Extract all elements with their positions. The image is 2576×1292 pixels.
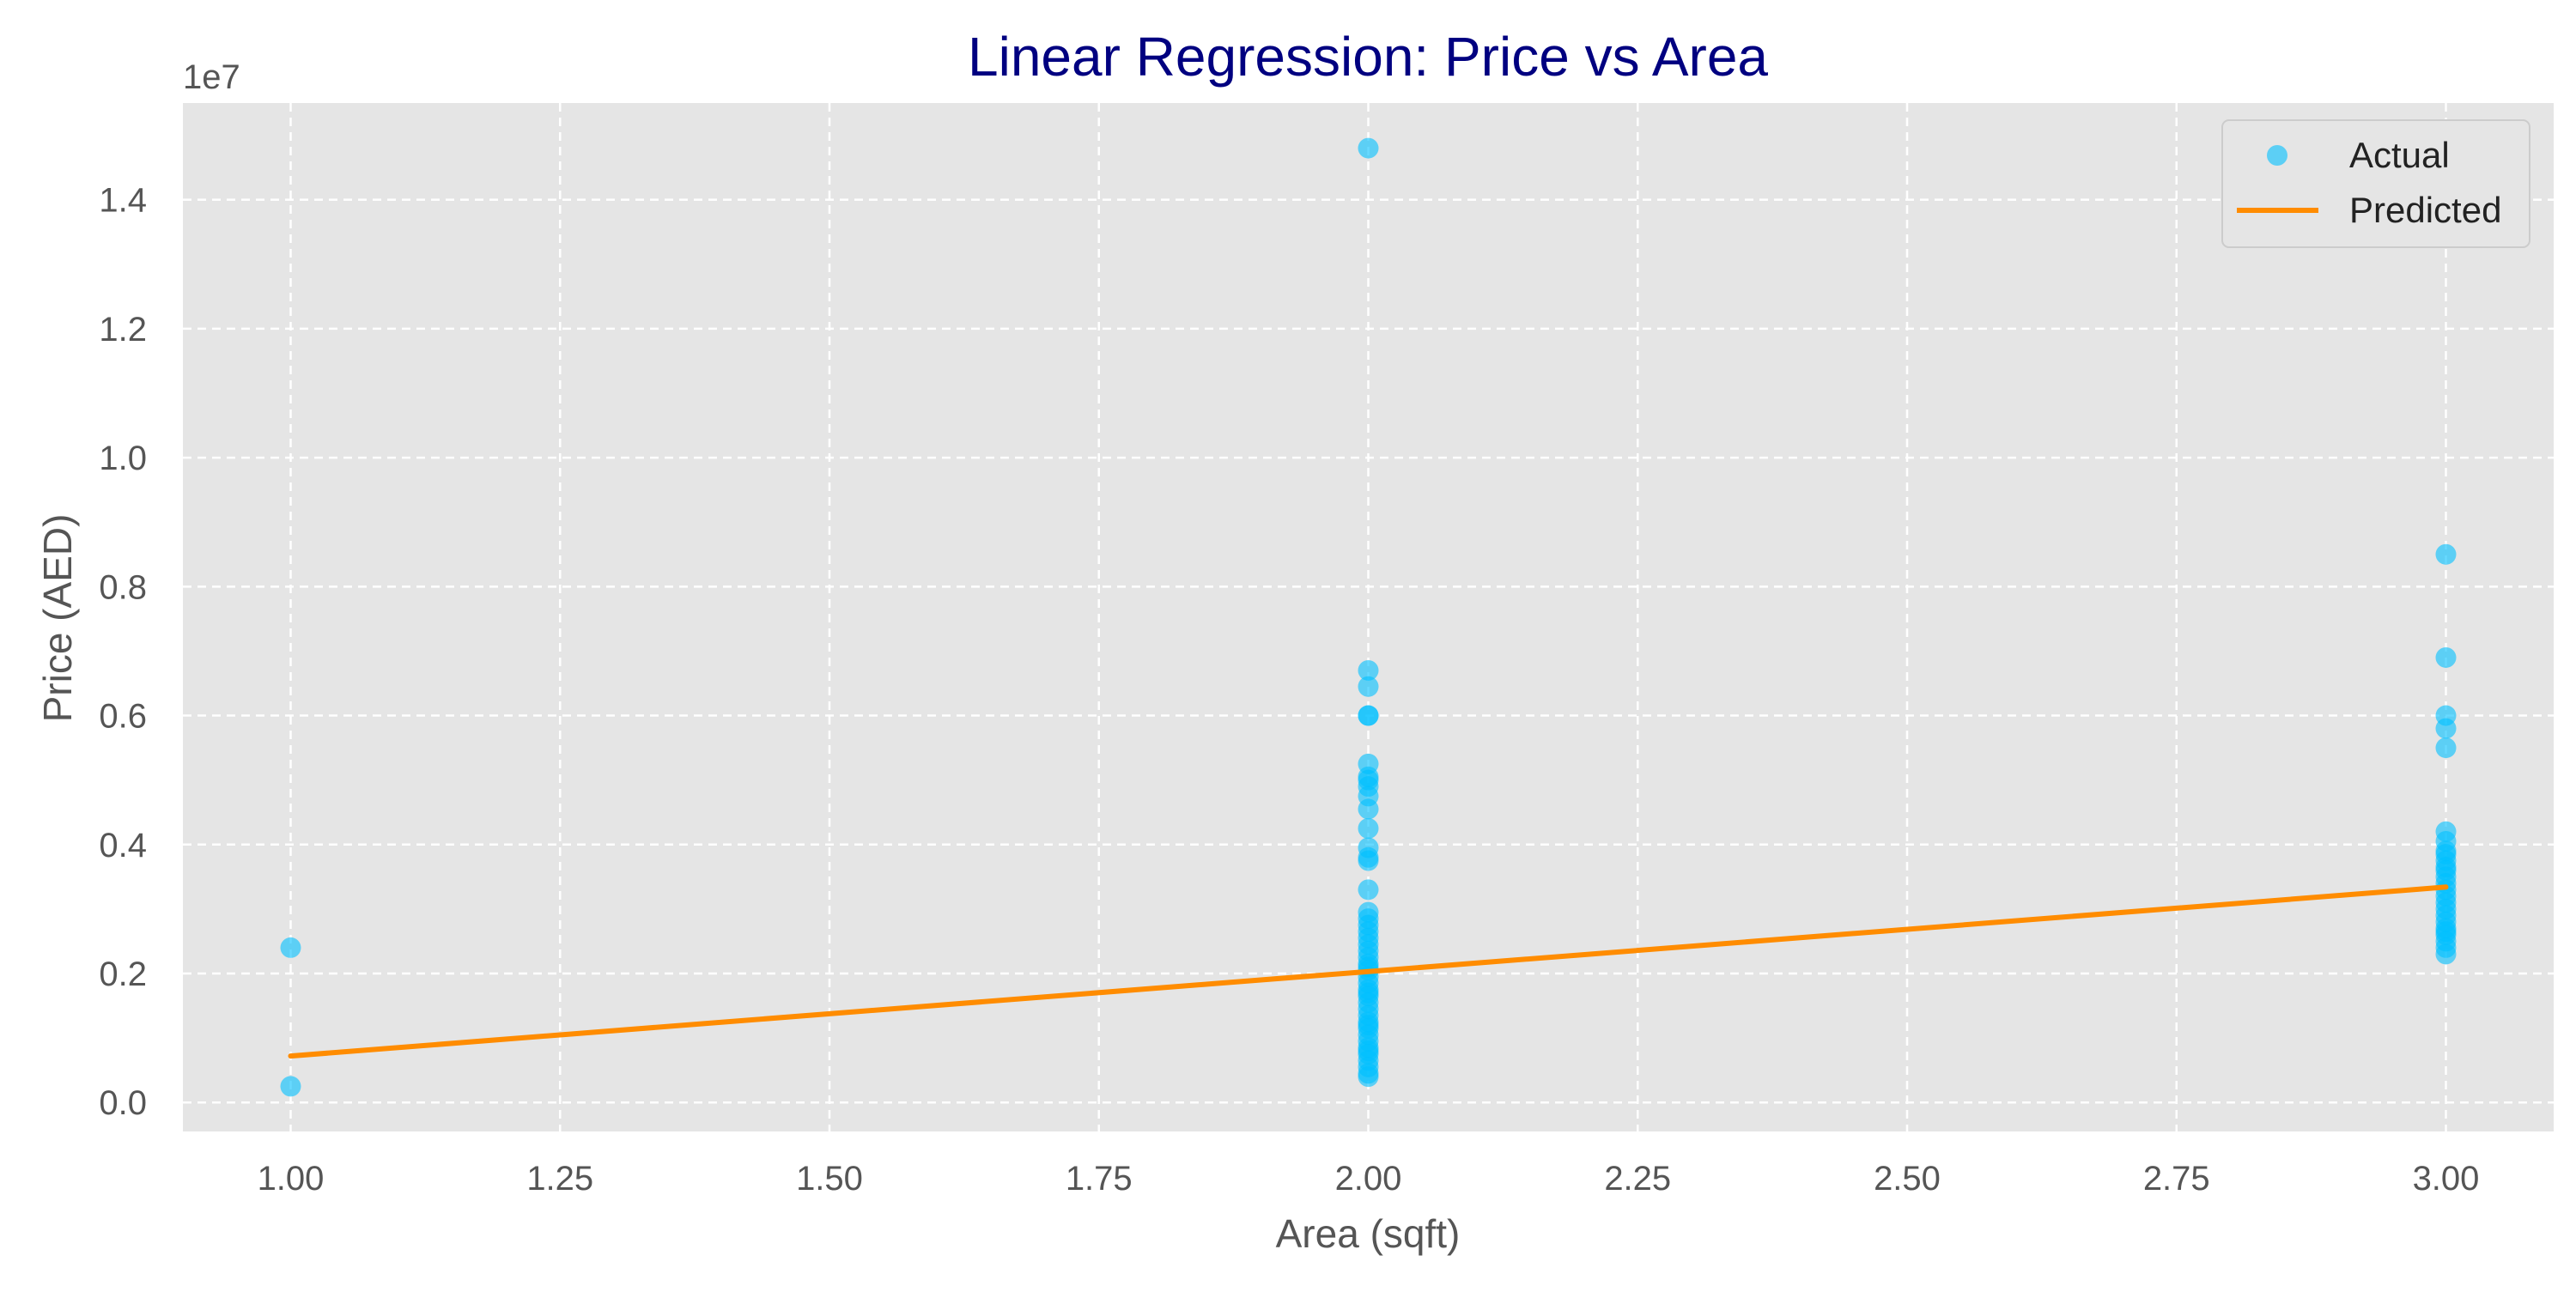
data-point xyxy=(2435,844,2457,865)
y-tick-label: 1.2 xyxy=(99,311,147,349)
x-tick-label: 2.00 xyxy=(1335,1160,1402,1198)
scatter-points xyxy=(280,137,2457,1097)
data-point xyxy=(2435,921,2457,943)
data-point xyxy=(1358,798,1379,820)
y-axis-offset-label: 1e7 xyxy=(183,58,240,96)
x-tick-label: 1.75 xyxy=(1066,1160,1133,1198)
y-tick-label: 0.4 xyxy=(99,827,147,864)
legend-predicted-label: Predicted xyxy=(2349,190,2501,230)
data-point xyxy=(2435,718,2457,739)
data-point xyxy=(1358,982,1379,1004)
y-axis-label: Price (AED) xyxy=(35,514,80,723)
legend-actual-marker-icon xyxy=(2267,145,2287,166)
data-point xyxy=(2435,943,2457,965)
data-point xyxy=(1358,1066,1379,1088)
x-axis-ticks: 1.00 1.25 1.50 1.75 2.00 2.25 2.50 2.75 3.00 xyxy=(258,1160,2480,1198)
y-tick-label: 0.6 xyxy=(99,698,147,736)
data-point xyxy=(280,1076,301,1097)
data-point xyxy=(1358,676,1379,697)
y-axis-ticks: 0.0 0.2 0.4 0.6 0.8 1.0 1.2 1.4 xyxy=(99,182,147,1123)
x-tick-label: 2.25 xyxy=(1604,1160,1671,1198)
y-tick-label: 0.2 xyxy=(99,955,147,993)
data-point xyxy=(2435,898,2457,919)
data-point xyxy=(2435,543,2457,565)
x-tick-label: 1.50 xyxy=(796,1160,863,1198)
x-axis-label: Area (sqft) xyxy=(1276,1211,1461,1256)
predicted-line xyxy=(288,884,2449,1059)
data-point xyxy=(1358,705,1379,726)
data-point xyxy=(1358,1015,1379,1036)
x-tick-label: 3.00 xyxy=(2413,1160,2480,1198)
y-tick-label: 0.8 xyxy=(99,568,147,606)
data-point xyxy=(1358,659,1379,681)
data-point xyxy=(2435,646,2457,668)
y-tick-label: 0.0 xyxy=(99,1084,147,1122)
legend-box xyxy=(2221,119,2530,248)
regression-line xyxy=(288,884,2449,1059)
x-tick-label: 1.00 xyxy=(258,1160,325,1198)
y-tick-label: 1.0 xyxy=(99,440,147,477)
data-point xyxy=(280,937,301,958)
x-tick-label: 1.25 xyxy=(526,1160,593,1198)
y-tick-label: 1.4 xyxy=(99,182,147,220)
data-point xyxy=(1358,766,1379,787)
data-point xyxy=(1358,846,1379,868)
x-tick-label: 2.50 xyxy=(1874,1160,1941,1198)
data-point xyxy=(1358,1040,1379,1062)
data-point xyxy=(1358,817,1379,839)
data-point xyxy=(1358,879,1379,901)
data-point xyxy=(1358,137,1379,159)
legend: Actual Predicted xyxy=(2221,119,2530,248)
grid xyxy=(183,103,2554,1131)
chart-title: Linear Regression: Price vs Area xyxy=(968,26,1768,88)
legend-actual-label: Actual xyxy=(2349,135,2450,175)
x-tick-label: 2.75 xyxy=(2143,1160,2210,1198)
data-point xyxy=(2435,737,2457,759)
